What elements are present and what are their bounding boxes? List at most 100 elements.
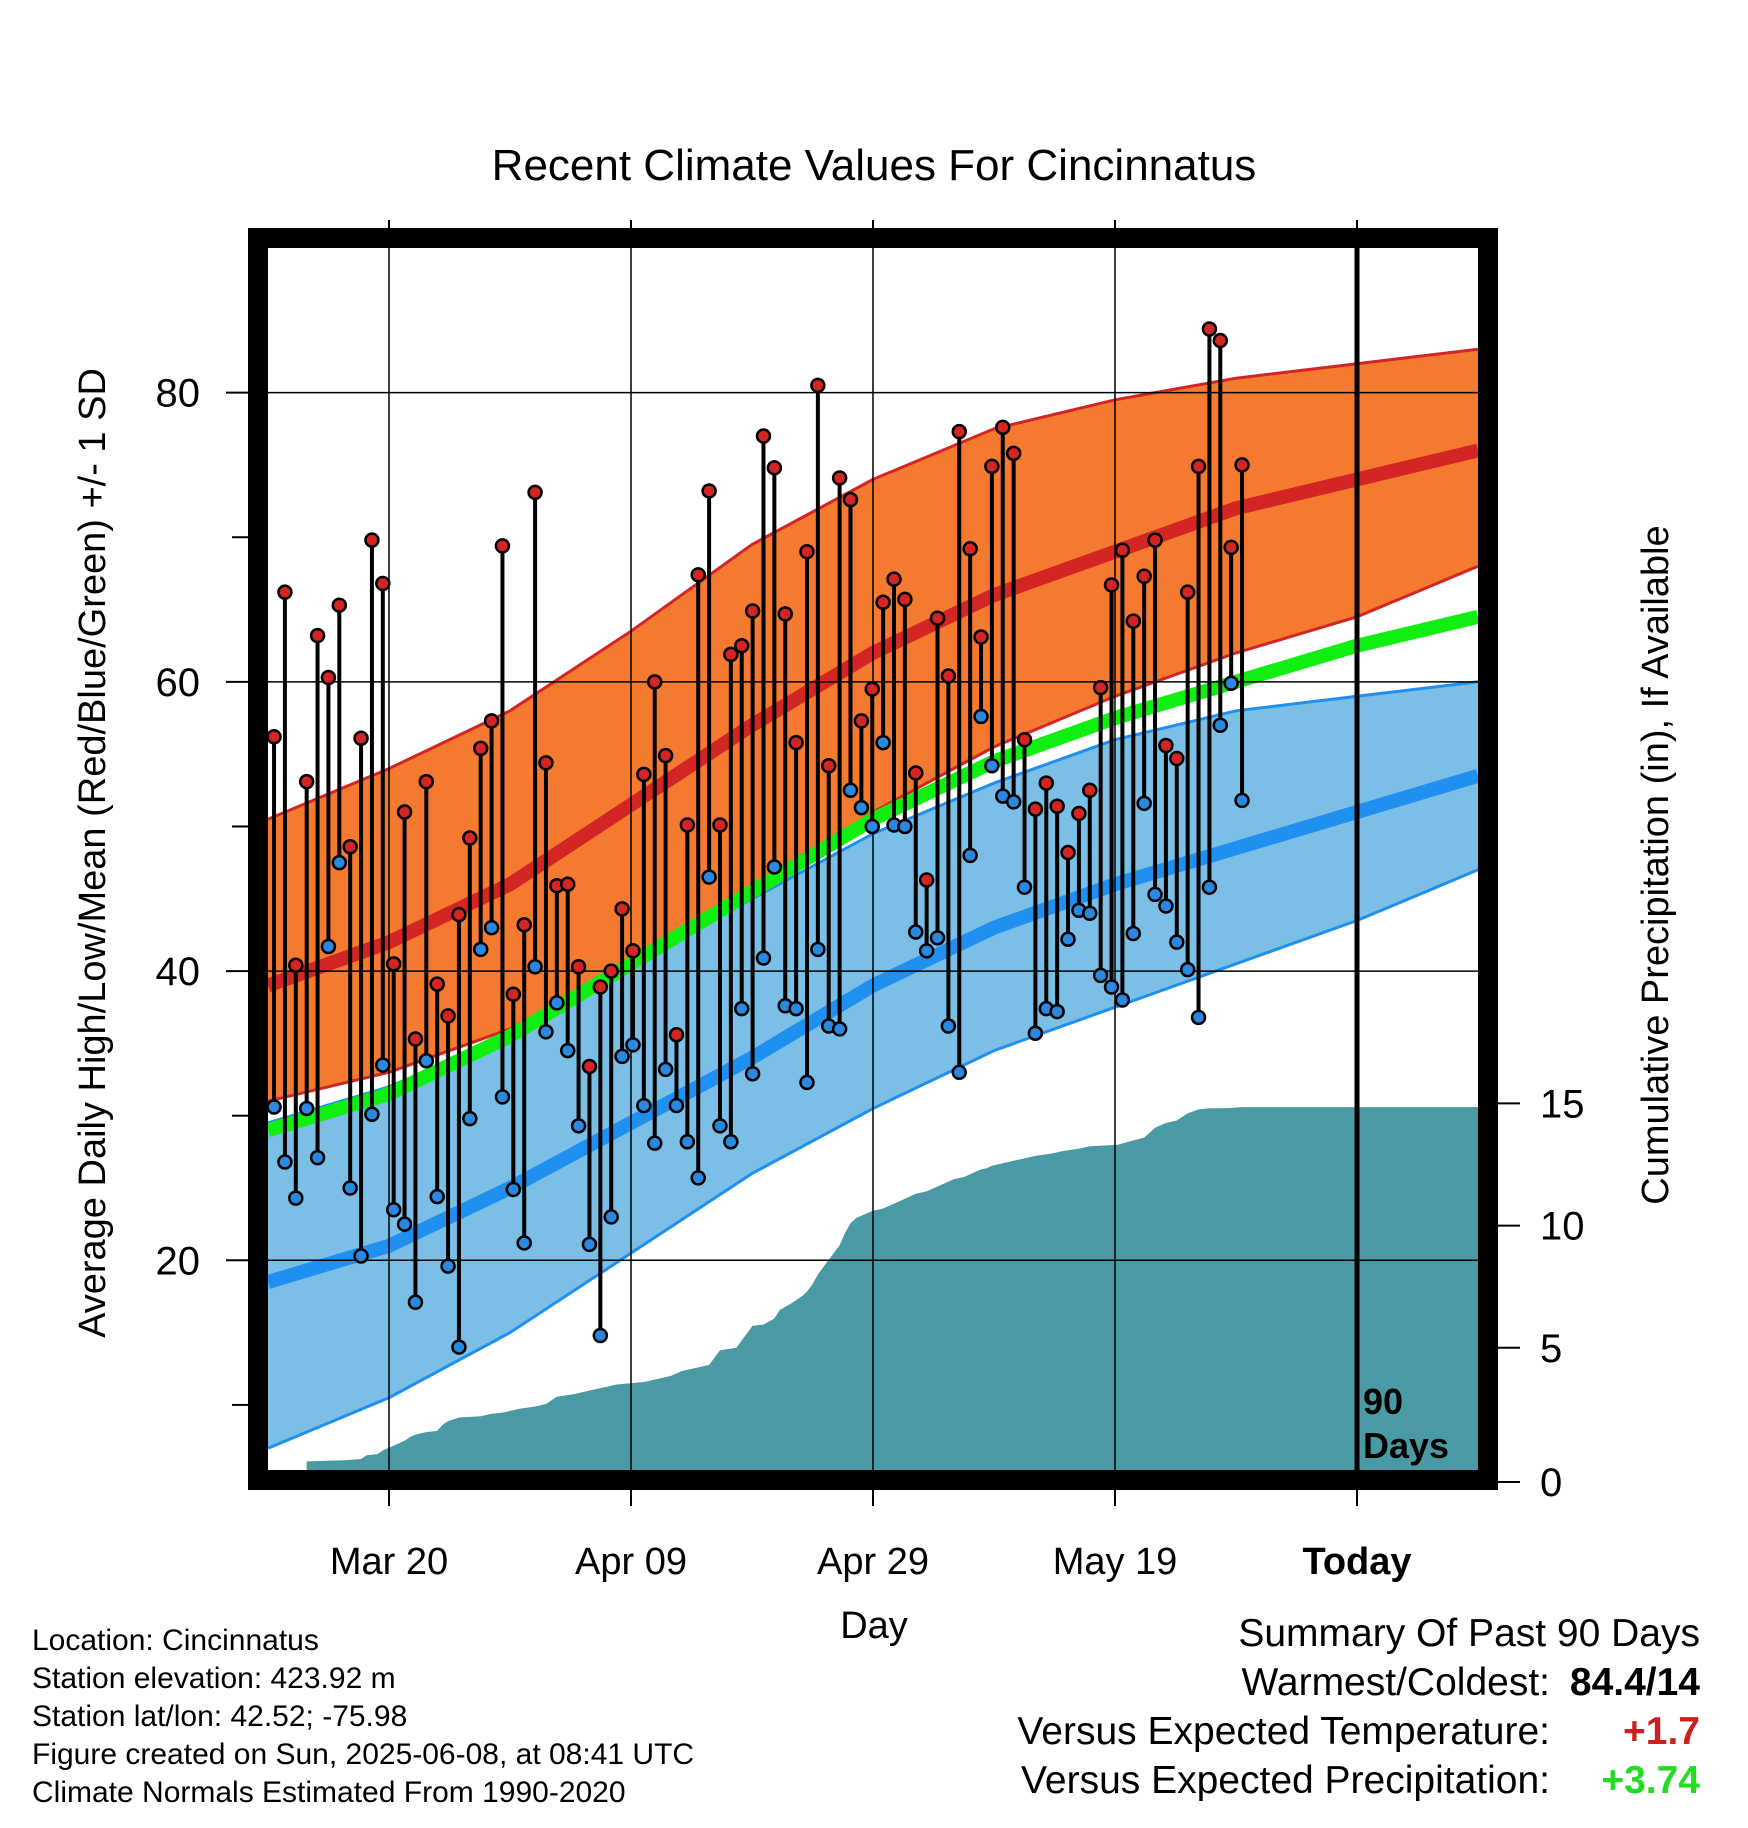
daily-low-point [559, 1042, 576, 1059]
chart-title: Recent Climate Values For Cincinnatus [492, 141, 1257, 190]
daily-points [266, 321, 1250, 1355]
daily-high-point [353, 730, 369, 746]
y-left-tick-label: 60 [156, 661, 201, 705]
daily-high-point [1190, 458, 1207, 475]
daily-low-point [908, 924, 924, 940]
daily-low-point [320, 938, 337, 955]
daily-high-point [1016, 731, 1033, 748]
axes: Mar 20 Apr 09 Apr 29 May 19 Today 20 40 60 80 0 5 1… [156, 220, 1585, 1583]
daily-high-point [951, 423, 968, 440]
daily-low-point [690, 1170, 706, 1186]
daily-high-point [777, 606, 793, 622]
daily-low-point [614, 1048, 630, 1065]
daily-high-point [298, 773, 315, 790]
daily-low-point [1234, 792, 1250, 809]
daily-low-point [549, 995, 565, 1011]
y-axis-right-title: Cumulative Precipitation (in), If Availa… [1635, 525, 1677, 1204]
daily-low-point [1158, 898, 1174, 914]
daily-high-point [625, 943, 641, 959]
precip-label: Versus Expected Precipitation: [1021, 1759, 1550, 1802]
normals-text: Climate Normals Estimated From 1990-2020 [32, 1776, 626, 1809]
y-left-tick-label: 80 [156, 372, 201, 416]
daily-low-point [538, 1024, 554, 1040]
daily-low-point [962, 847, 978, 864]
daily-high-point [505, 986, 522, 1002]
daily-low-point [364, 1106, 380, 1122]
daily-low-point [494, 1089, 511, 1105]
days-marker-number: 90 [1363, 1381, 1403, 1422]
daily-high-point [799, 543, 815, 560]
daily-high-point [429, 976, 445, 992]
daily-high-point [288, 957, 304, 974]
daily-low-point [625, 1037, 641, 1053]
temp-value: +1.7 [1623, 1710, 1700, 1753]
daily-high-point [712, 817, 728, 833]
daily-low-point [636, 1097, 652, 1114]
daily-low-point [701, 869, 717, 885]
summary-title-text: Summary Of Past 90 Days [1238, 1612, 1700, 1655]
daily-low-point [1179, 961, 1196, 978]
daily-high-point [1201, 321, 1218, 337]
precip-row: Versus Expected Precipitation: +3.74 [1017, 1759, 1700, 1808]
daily-low-point [679, 1133, 696, 1150]
daily-high-point [342, 838, 358, 855]
daily-low-point [723, 1133, 739, 1150]
daily-low-point [1016, 879, 1033, 895]
daily-low-point [483, 919, 500, 936]
daily-low-point [331, 854, 348, 871]
daily-low-point [451, 1339, 467, 1355]
daily-high-point [1212, 332, 1229, 349]
daily-low-point [570, 1118, 587, 1134]
daily-high-point [1169, 750, 1185, 767]
daily-high-point [820, 757, 837, 774]
daily-high-point [1223, 539, 1239, 556]
latlon-text: Station lat/lon: 42.52; -75.98 [32, 1700, 408, 1733]
daily-low-point [918, 943, 935, 959]
daily-low-point [810, 941, 826, 958]
daily-low-point [646, 1135, 663, 1151]
location-text: Location: Cincinnatus [32, 1624, 319, 1657]
daily-low-point [1125, 925, 1142, 942]
daily-high-point [1060, 844, 1076, 861]
daily-low-point [375, 1057, 391, 1073]
daily-low-point [1212, 717, 1229, 733]
daily-high-point [385, 956, 402, 972]
daily-low-point [603, 1209, 619, 1225]
daily-high-point [788, 734, 804, 751]
daily-low-point [407, 1294, 424, 1310]
daily-high-point [701, 483, 717, 499]
daily-high-point [766, 460, 783, 476]
y-left-tick-label: 20 [156, 1239, 201, 1283]
daily-high-point [908, 765, 924, 781]
summary-title: Summary Of Past 90 Days [1017, 1612, 1700, 1661]
daily-low-point [516, 1235, 532, 1251]
x-tick-label: Apr 29 [817, 1541, 929, 1583]
daily-high-point [570, 958, 587, 975]
y-left-tick-label: 40 [156, 950, 201, 994]
daily-high-point [581, 1058, 598, 1075]
daily-high-point [929, 610, 946, 626]
daily-high-point [320, 669, 337, 686]
daily-low-point [766, 859, 783, 875]
x-tick-label: May 19 [1053, 1541, 1178, 1583]
daily-high-point [1082, 782, 1098, 799]
temp-row: Versus Expected Temperature: +1.7 [1017, 1710, 1700, 1759]
daily-low-point [396, 1216, 413, 1232]
daily-high-point [875, 594, 891, 611]
daily-low-point [472, 941, 489, 958]
daily-high-point [1038, 775, 1055, 791]
daily-low-point [1136, 795, 1152, 812]
daily-high-point [886, 571, 902, 587]
daily-high-point [690, 567, 706, 583]
daily-low-point [1114, 992, 1131, 1008]
daily-low-point [1103, 979, 1120, 995]
daily-high-point [472, 740, 489, 757]
daily-low-point [712, 1118, 728, 1134]
y-right-tick-label: 15 [1540, 1082, 1585, 1126]
daily-low-point [418, 1052, 435, 1069]
daily-high-point [418, 773, 435, 790]
daily-high-point [744, 603, 761, 619]
daily-high-point [538, 755, 554, 771]
x-tick-label: Mar 20 [330, 1541, 448, 1583]
daily-low-point [831, 1021, 848, 1037]
